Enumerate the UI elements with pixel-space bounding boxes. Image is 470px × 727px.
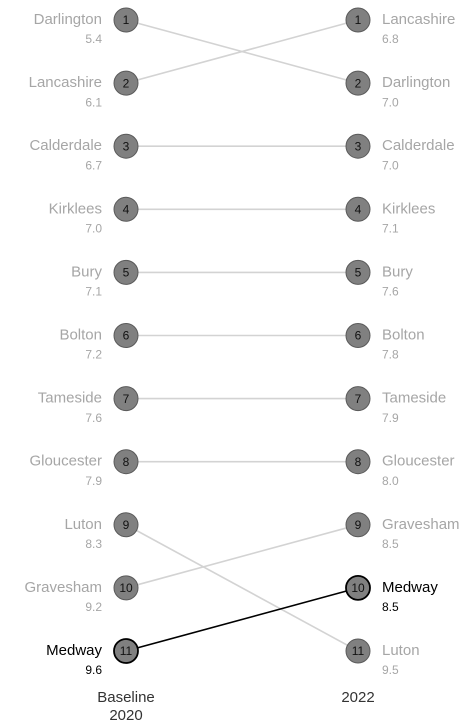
rank-marker <box>345 70 371 96</box>
place-name: Kirklees <box>49 200 102 217</box>
rank-marker <box>113 386 139 412</box>
rank-marker <box>345 7 371 33</box>
markers <box>125 587 359 652</box>
rank-marker <box>113 259 139 285</box>
rank-label: 5 <box>355 266 362 280</box>
place-name: Luton <box>382 642 420 659</box>
rank-label: 2 <box>355 76 362 90</box>
rank-marker <box>345 449 371 475</box>
rank-marker <box>345 323 371 348</box>
rank-label: 6 <box>123 329 130 343</box>
place-name: Calderdale <box>382 137 455 154</box>
place-name: Gloucester <box>29 453 102 470</box>
value-label: 9.2 <box>85 600 102 614</box>
rank-marker <box>113 7 139 33</box>
rank-label: 9 <box>355 518 362 532</box>
place-name: Calderdale <box>29 137 102 154</box>
rank-marker <box>345 512 371 538</box>
rank-label: 6 <box>355 329 362 343</box>
rank-label: 3 <box>355 139 362 153</box>
place-name: Kirklees <box>382 200 435 217</box>
value-label: 7.0 <box>85 221 102 235</box>
rank-marker <box>113 449 139 475</box>
rank-label: 5 <box>123 266 130 280</box>
slope-line <box>125 524 359 589</box>
value-label: 8.5 <box>382 537 399 551</box>
value-label: 7.1 <box>85 285 102 299</box>
value-label: 8.0 <box>382 474 399 488</box>
column-label: 2022 <box>341 689 375 706</box>
value-label: 7.0 <box>382 95 399 109</box>
value-label: 6.1 <box>85 95 102 109</box>
rank-label: 8 <box>355 455 362 469</box>
value-label: 7.9 <box>85 474 102 488</box>
rank-label: 7 <box>355 392 362 406</box>
rank-marker <box>345 638 371 664</box>
place-name: Gloucester <box>382 453 455 470</box>
place-name: Darlington <box>382 74 450 91</box>
rank-label: 9 <box>123 518 130 532</box>
rank-marker <box>345 196 371 222</box>
place-name: Luton <box>64 516 102 533</box>
value-label: 8.5 <box>382 600 399 614</box>
place-name: Lancashire <box>382 11 455 28</box>
rank-label: 3 <box>123 139 130 153</box>
value-label: 8.3 <box>85 537 102 551</box>
value-label: 7.6 <box>85 411 102 425</box>
place-name: Gravesham <box>382 516 460 533</box>
value-label: 6.8 <box>382 32 399 46</box>
place-name: Bolton <box>59 326 102 343</box>
slope-line <box>125 524 359 652</box>
rank-marker <box>113 70 139 96</box>
value-label: 5.4 <box>85 32 102 46</box>
value-label: 6.7 <box>85 158 102 172</box>
rank-label: 11 <box>120 644 133 658</box>
rank-label: 11 <box>352 644 365 658</box>
slope-line <box>125 587 359 652</box>
lines <box>125 19 359 652</box>
place-name: Medway <box>46 642 102 659</box>
value-label: 7.6 <box>382 285 399 299</box>
rank-label: 10 <box>119 581 133 595</box>
rank-marker <box>345 386 371 412</box>
column-label: Baseline 2020 <box>97 689 155 724</box>
rank-marker <box>113 512 139 538</box>
rank-marker <box>345 259 371 285</box>
value-label: 7.8 <box>382 348 399 362</box>
rank-label: 4 <box>123 202 130 216</box>
place-name: Bolton <box>382 326 425 343</box>
rank-label: 4 <box>355 202 362 216</box>
rank-label: 2 <box>123 76 130 90</box>
place-name: Darlington <box>34 11 102 28</box>
value-label: 7.9 <box>382 411 399 425</box>
rank-label: 10 <box>351 581 365 595</box>
place-name: Bury <box>382 263 413 280</box>
place-name: Gravesham <box>24 579 102 596</box>
value-label: 7.0 <box>382 158 399 172</box>
rank-label: 1 <box>355 13 362 27</box>
place-name: Lancashire <box>29 74 102 91</box>
rank-label: 1 <box>123 13 130 27</box>
place-name: Bury <box>71 263 102 280</box>
slope-line <box>125 19 359 84</box>
value-label: 9.6 <box>85 663 102 677</box>
rank-label: 8 <box>123 455 130 469</box>
value-label: 9.5 <box>382 663 399 677</box>
place-name: Tameside <box>382 390 446 407</box>
value-label: 7.1 <box>382 221 399 235</box>
value-label: 7.2 <box>85 348 102 362</box>
rank-marker <box>345 575 371 601</box>
rank-marker <box>113 323 139 348</box>
rank-marker <box>113 133 139 159</box>
rank-marker <box>113 638 139 664</box>
place-name: Medway <box>382 579 438 596</box>
rank-marker <box>345 133 371 159</box>
place-name: Tameside <box>38 390 102 407</box>
rank-marker <box>113 196 139 222</box>
rank-label: 7 <box>123 392 130 406</box>
rank-marker <box>113 575 139 601</box>
